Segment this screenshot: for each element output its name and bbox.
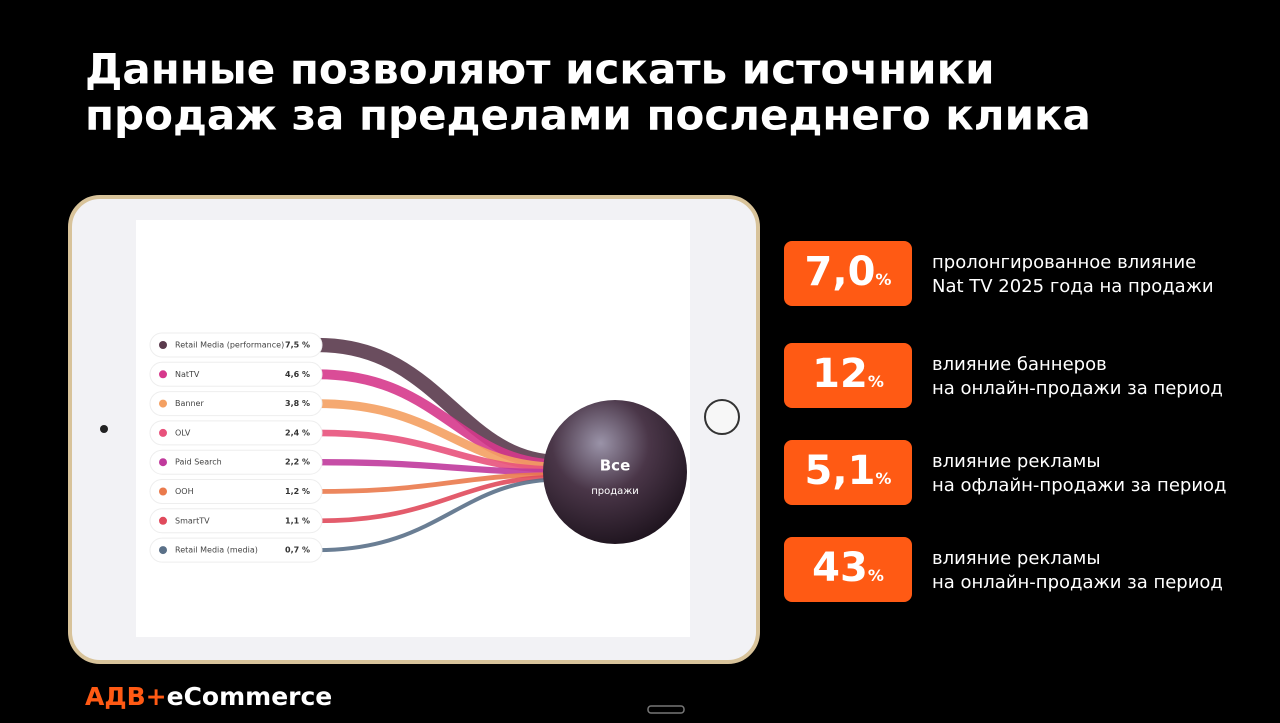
stat-text: пролонгированное влияние (932, 252, 1196, 273)
logo-part: АДВ+ (85, 682, 167, 711)
stat-unit: % (875, 270, 891, 289)
stat-text: на офлайн-продажи за период (932, 475, 1227, 496)
flow (317, 429, 561, 473)
legend-dot (159, 341, 167, 349)
stat-unit: % (868, 372, 884, 391)
legend-label: SmartTV (175, 516, 210, 525)
legend-label: OOH (175, 487, 194, 496)
stat-text: влияние баннеров (932, 354, 1107, 375)
stat-number: 5,1% (805, 448, 892, 494)
legend-label: Retail Media (media) (175, 546, 258, 555)
legend-dot (159, 546, 167, 555)
stat-unit: % (875, 469, 891, 488)
tablet-camera (100, 425, 108, 433)
stat-number: 7,0% (805, 249, 892, 295)
value-label: 7,5 % (285, 341, 310, 350)
legend-pill (149, 332, 323, 358)
legend-dot (159, 487, 167, 496)
logo: АДВ+eCommerce (85, 682, 332, 711)
stat-value: 7,0 (805, 249, 876, 295)
legend-pill (149, 449, 323, 475)
stat-number: 43% (812, 545, 884, 591)
value-label: 1,2 % (285, 487, 310, 496)
legend-dot (159, 399, 167, 408)
legend-label: NatTV (175, 370, 200, 379)
legend-pill (149, 391, 323, 417)
stat-text: Nat TV 2025 года на продажи (932, 276, 1214, 297)
stat-card (784, 440, 912, 505)
legend-label: OLV (175, 428, 191, 437)
stat-unit: % (868, 566, 884, 585)
value-label: 3,8 % (285, 399, 310, 408)
flow (317, 399, 561, 472)
legend-pill (149, 508, 323, 534)
stat-card (784, 241, 912, 306)
target-label: продажи (591, 486, 639, 497)
stat-card (784, 343, 912, 408)
value-label: 4,6 % (285, 370, 310, 379)
legend-pill (149, 479, 323, 504)
flow (317, 472, 561, 494)
legend-dot (159, 370, 167, 379)
title-line: Данные позволяют искать источники (85, 45, 995, 94)
legend-pill (149, 361, 323, 387)
home-button (704, 399, 740, 435)
stat-value: 5,1 (805, 448, 876, 494)
stat-card (784, 537, 912, 602)
stat-text: влияние рекламы (932, 548, 1101, 569)
value-label: 2,4 % (285, 428, 310, 437)
stat-text: на онлайн-продажи за период (932, 572, 1223, 593)
legend-label: Banner (175, 399, 204, 408)
value-label: 2,2 % (285, 458, 310, 467)
legend-dot (159, 458, 167, 467)
legend-dot (159, 428, 167, 437)
target-node (543, 400, 687, 544)
legend-label: Retail Media (performance) (175, 341, 284, 350)
legend-pill (149, 537, 323, 563)
value-label: 1,1 % (285, 516, 310, 525)
target-label: Все (600, 457, 631, 475)
logo-part: eCommerce (167, 682, 333, 711)
stat-text: влияние рекламы (932, 451, 1101, 472)
legend-dot (159, 516, 167, 525)
stat-text: на онлайн-продажи за период (932, 378, 1223, 399)
legend-pill (149, 420, 323, 446)
flow (317, 459, 561, 476)
title-line: продаж за пределами последнего клика (85, 91, 1091, 140)
stat-number: 12% (812, 351, 884, 397)
value-label: 0,7 % (285, 546, 310, 555)
legend-label: Paid Search (175, 458, 222, 467)
flow (317, 477, 561, 553)
flow (317, 474, 561, 524)
stat-value: 12 (812, 351, 868, 397)
stat-value: 43 (812, 545, 868, 591)
bottom-indicator (647, 705, 685, 714)
